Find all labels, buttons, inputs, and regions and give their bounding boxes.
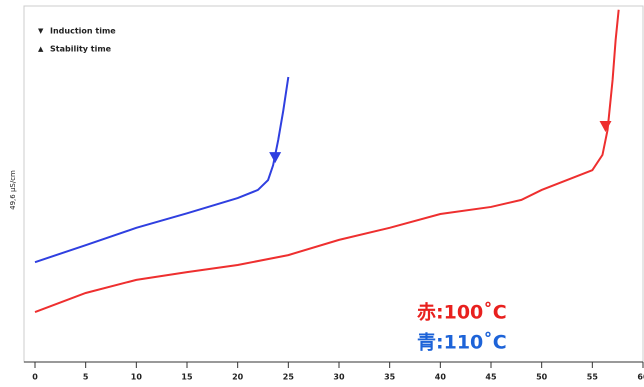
x-tick-label: 0: [32, 373, 38, 382]
legend-symbol: ▼: [38, 27, 44, 35]
x-tick-label: 50: [536, 373, 548, 382]
x-tick-label: 35: [384, 373, 396, 382]
x-tick-label: 20: [232, 373, 244, 382]
x-tick-label: 55: [587, 373, 599, 382]
annotation: 赤:100˚C: [417, 301, 507, 324]
x-tick-label: 25: [283, 373, 295, 382]
x-tick-label: 5: [83, 373, 89, 382]
x-tick-label: 15: [181, 373, 193, 382]
y-axis-label: 49,6 µS/cm: [9, 170, 17, 210]
x-tick-label: 45: [485, 373, 497, 382]
induction-marker: [269, 152, 282, 164]
plot-frame: [23, 5, 644, 363]
x-tick-label: 10: [131, 373, 143, 382]
line: [34, 9, 620, 314]
line: [34, 76, 290, 264]
induction-marker: [599, 120, 612, 132]
legend-label: Stability time: [50, 45, 112, 54]
legend-symbol: ▲: [38, 45, 44, 53]
legend-label: Induction time: [50, 27, 116, 36]
x-tick-label: 30: [333, 373, 345, 382]
x-tick-label: 40: [435, 373, 447, 382]
x-tick-label: 60: [637, 373, 644, 382]
annotation: 青:110˚C: [417, 331, 507, 354]
